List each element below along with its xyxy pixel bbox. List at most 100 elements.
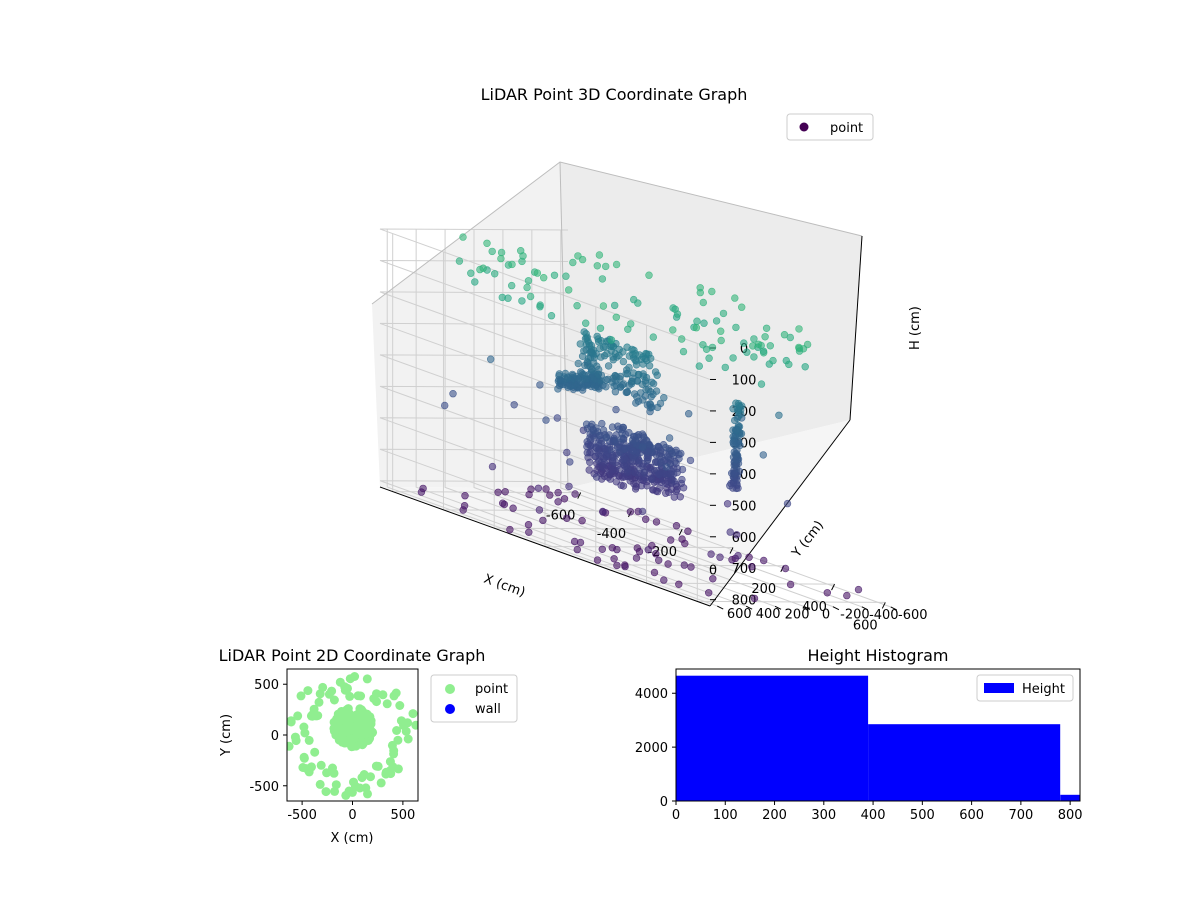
point-2d-226 <box>373 761 383 771</box>
point-2d-219 <box>411 720 418 730</box>
point-3d-963 <box>533 269 542 277</box>
point-3d-952 <box>510 401 518 409</box>
point-3d-162 <box>666 536 675 544</box>
point-2d-224 <box>391 688 401 698</box>
point-3d-15 <box>759 556 768 565</box>
point-3d-878 <box>563 448 571 457</box>
histogram-bar-2 <box>1060 794 1080 801</box>
y-tick-mark-3 <box>803 606 811 610</box>
point-3d-972 <box>535 506 544 514</box>
point-3d-200 <box>702 345 711 353</box>
point-3d-923 <box>593 556 602 564</box>
y-tick-mark-4 <box>774 605 782 610</box>
point-3d-985 <box>488 462 497 471</box>
y-axis-line <box>709 419 851 607</box>
point-3d-953 <box>539 516 547 525</box>
legend-2d: point wall <box>430 674 518 723</box>
y-tick-label-6: 600 <box>727 607 752 622</box>
point-2d-137 <box>355 704 365 714</box>
point-2d-242 <box>359 770 369 779</box>
point-3d-547 <box>629 447 637 455</box>
point-3d-902 <box>536 381 544 389</box>
y-tick-label-3: 0 <box>822 608 830 623</box>
hist-x-tick-label-7: 700 <box>1008 808 1033 823</box>
legend-2d-label-wall: wall <box>475 702 501 717</box>
point-3d-155 <box>726 528 734 536</box>
point-3d-48 <box>696 288 704 297</box>
point-3d-160 <box>732 399 740 407</box>
point-3d-942 <box>570 537 579 546</box>
point-3d-193 <box>626 508 635 516</box>
point-3d-440 <box>644 385 652 393</box>
point-3d-981 <box>525 528 533 536</box>
point-3d-532 <box>632 399 640 407</box>
point-2d-231 <box>293 711 303 721</box>
point-3d-584 <box>623 468 632 476</box>
point-3d-7 <box>781 564 790 573</box>
point-3d-253 <box>661 489 670 497</box>
point-3d-955 <box>542 416 550 424</box>
point-3d-10 <box>786 580 795 589</box>
point-3d-175 <box>707 550 715 558</box>
point-3d-41 <box>723 500 732 508</box>
point-3d-623 <box>615 465 624 474</box>
point-3d-832 <box>586 434 594 442</box>
point-2d-203 <box>315 689 325 699</box>
point-2d-165 <box>334 733 344 743</box>
point-3d-0 <box>854 585 863 594</box>
point-3d-67 <box>749 342 757 350</box>
point-3d-637 <box>612 478 620 486</box>
point-3d-167 <box>709 575 717 583</box>
point-2d-223 <box>303 686 313 696</box>
point-2d-183 <box>299 753 309 763</box>
point-3d-994 <box>449 390 457 398</box>
point-3d-335 <box>610 301 619 310</box>
point-3d-58 <box>693 317 701 325</box>
point-3d-810 <box>585 466 593 474</box>
legend-2d-marker-point <box>445 684 455 694</box>
grid-line-y-5 <box>415 229 747 607</box>
point-3d-31 <box>740 339 748 347</box>
x-tick-mark-5 <box>831 583 835 591</box>
point-3d-224 <box>695 362 703 370</box>
y-tick-label-1: -400 <box>869 608 899 623</box>
point-3d-957 <box>547 312 556 320</box>
point-3d-848 <box>550 271 559 279</box>
point-2d-239 <box>389 749 399 759</box>
point-3d-276 <box>704 589 713 597</box>
point-2d-251 <box>324 689 334 699</box>
x-tick-mark-2 <box>678 528 683 536</box>
point-3d-6 <box>795 325 803 333</box>
y-tick-mark-5 <box>745 605 753 610</box>
point-3d-20 <box>783 499 792 508</box>
point-3d-142 <box>673 310 682 318</box>
point-2d-252 <box>355 783 365 793</box>
point-3d-869 <box>576 340 584 348</box>
point-3d-446 <box>669 326 677 334</box>
point-3d-683 <box>604 362 613 370</box>
point-3d-278 <box>655 452 664 460</box>
point-2d-172 <box>314 697 324 707</box>
y-tick-label-2d-1: 0 <box>271 729 279 744</box>
point-3d-744 <box>613 545 621 554</box>
y-axis-label: Y (cm) <box>789 518 827 561</box>
point-3d-909 <box>592 473 601 481</box>
point-3d-619 <box>598 419 606 428</box>
x-tick-label-6: 600 <box>853 618 878 633</box>
point-3d-966 <box>518 297 526 305</box>
legend-3d: point <box>786 113 874 141</box>
point-3d-804 <box>583 449 591 457</box>
z-tick-label-1: 100 <box>732 373 757 388</box>
legend-2d-marker-wall <box>445 704 455 714</box>
point-2d-152 <box>357 740 367 750</box>
point-3d-345 <box>665 434 674 442</box>
point-3d-964 <box>539 274 548 282</box>
point-3d-413 <box>646 400 654 408</box>
point-3d-770 <box>562 272 570 280</box>
point-3d-320 <box>660 394 668 402</box>
point-3d-786 <box>594 449 603 458</box>
point-2d-213 <box>287 741 294 751</box>
point-3d-265 <box>680 561 688 569</box>
point-2d-221 <box>408 709 418 719</box>
